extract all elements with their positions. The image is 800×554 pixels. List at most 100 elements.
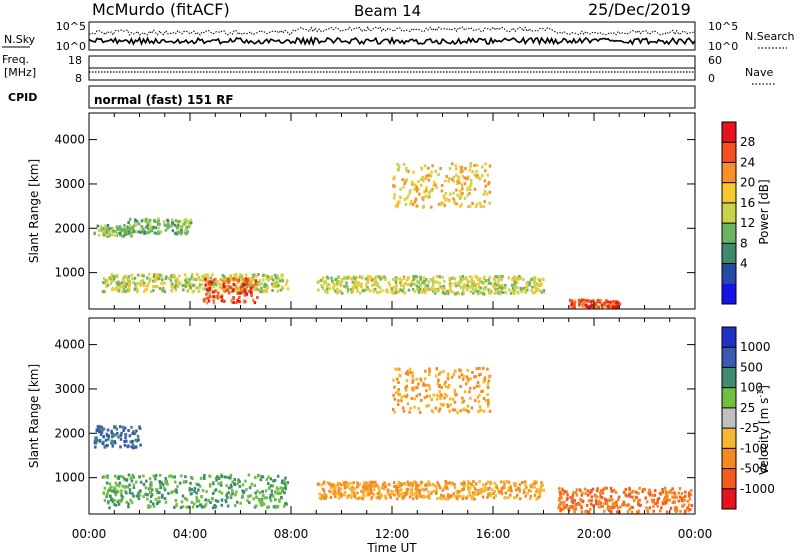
velocity-cell	[131, 440, 134, 444]
power-cell	[115, 287, 118, 291]
velocity-cell	[628, 494, 631, 498]
velocity-cell	[414, 481, 418, 485]
velocity-cell	[137, 494, 140, 498]
velocity-colorbar-tick-label: -1000	[740, 482, 775, 496]
velocity-cell	[161, 483, 165, 487]
power-cell	[460, 165, 464, 169]
power-cell	[130, 226, 134, 230]
velocity-cell	[425, 404, 428, 408]
power-cell	[117, 289, 121, 293]
velocity-cell	[193, 489, 196, 493]
velocity-cell	[272, 494, 275, 498]
power-cell	[163, 281, 166, 285]
power-cell	[354, 279, 357, 282]
velocity-cell	[631, 495, 634, 499]
power-cell	[591, 302, 595, 305]
velocity-cell	[404, 386, 407, 390]
power-cell	[152, 225, 155, 229]
power-cell	[200, 283, 204, 287]
power-cell	[438, 275, 441, 279]
velocity-cell	[654, 489, 657, 493]
velocity-cell	[686, 499, 690, 503]
power-cell	[443, 204, 446, 208]
velocity-cell	[103, 486, 107, 490]
power-cell	[256, 296, 259, 299]
power-cell	[424, 278, 428, 281]
velocity-cell	[402, 406, 405, 410]
power-cell	[400, 279, 403, 283]
velocity-cell	[682, 496, 685, 500]
velocity-cell	[420, 480, 424, 484]
velocity-cell	[225, 494, 228, 497]
velocity-cell	[437, 379, 440, 383]
power-cell	[530, 289, 533, 293]
power-cell	[395, 282, 398, 286]
velocity-cell	[329, 486, 333, 489]
velocity-cell	[466, 480, 470, 484]
velocity-colorbar-tick-label: 25	[740, 401, 755, 415]
velocity-colorbar-segment	[722, 387, 736, 409]
velocity-cell	[363, 490, 366, 493]
power-cell	[209, 280, 212, 284]
velocity-cell	[595, 495, 599, 499]
velocity-cell	[114, 503, 118, 507]
velocity-cell	[454, 495, 457, 498]
velocity-cell	[460, 482, 463, 486]
velocity-cell	[652, 509, 655, 513]
velocity-cell	[462, 480, 466, 484]
noise-left-tick-top: 10^5	[56, 20, 86, 33]
power-cell	[467, 205, 470, 209]
velocity-cell	[486, 402, 490, 406]
power-cell	[417, 290, 421, 294]
power-cell	[259, 290, 262, 294]
velocity-cell	[559, 509, 562, 513]
velocity-cell	[473, 375, 476, 379]
velocity-cell	[211, 506, 215, 510]
power-cell	[104, 225, 107, 229]
velocity-cell	[158, 491, 161, 495]
power-cell	[531, 285, 534, 289]
velocity-cell	[453, 388, 457, 392]
power-cell	[280, 274, 283, 277]
power-cell	[488, 181, 491, 184]
velocity-cell	[437, 483, 441, 487]
power-cell	[438, 281, 442, 285]
power-cell	[324, 289, 327, 293]
velocity-cell	[233, 483, 237, 487]
velocity-cell	[347, 484, 350, 488]
velocity-cell	[348, 487, 352, 491]
velocity-colorbar-segment	[722, 347, 736, 368]
velocity-cell	[677, 499, 680, 503]
power-cell	[235, 301, 238, 305]
power-cell	[137, 230, 140, 234]
power-cell	[278, 279, 282, 283]
power-cell	[146, 223, 150, 227]
velocity-cell	[605, 486, 608, 490]
power-cell	[262, 273, 266, 277]
power-cell	[343, 276, 347, 280]
power-cell	[366, 287, 370, 291]
x-tick-label: 12:00	[375, 527, 410, 541]
velocity-cell	[610, 510, 613, 514]
velocity-cell	[366, 493, 369, 497]
velocity-cell	[572, 507, 576, 511]
power-cell	[432, 283, 435, 287]
power-cell	[122, 279, 125, 283]
velocity-cell	[118, 484, 121, 488]
power-cell	[111, 227, 115, 231]
velocity-cell	[484, 482, 488, 486]
velocity-cell	[651, 500, 655, 504]
power-cell	[178, 274, 181, 278]
velocity-cell	[687, 509, 690, 513]
power-cell	[332, 287, 335, 291]
power-cell	[243, 279, 247, 283]
velocity-cell	[458, 490, 461, 494]
power-cell	[390, 287, 393, 291]
power-cell	[430, 287, 434, 291]
velocity-cell	[204, 502, 208, 506]
power-cell	[413, 200, 417, 204]
velocity-cell	[393, 397, 397, 401]
power-cell	[609, 300, 612, 304]
power-ytick-label: 3000	[54, 177, 85, 191]
